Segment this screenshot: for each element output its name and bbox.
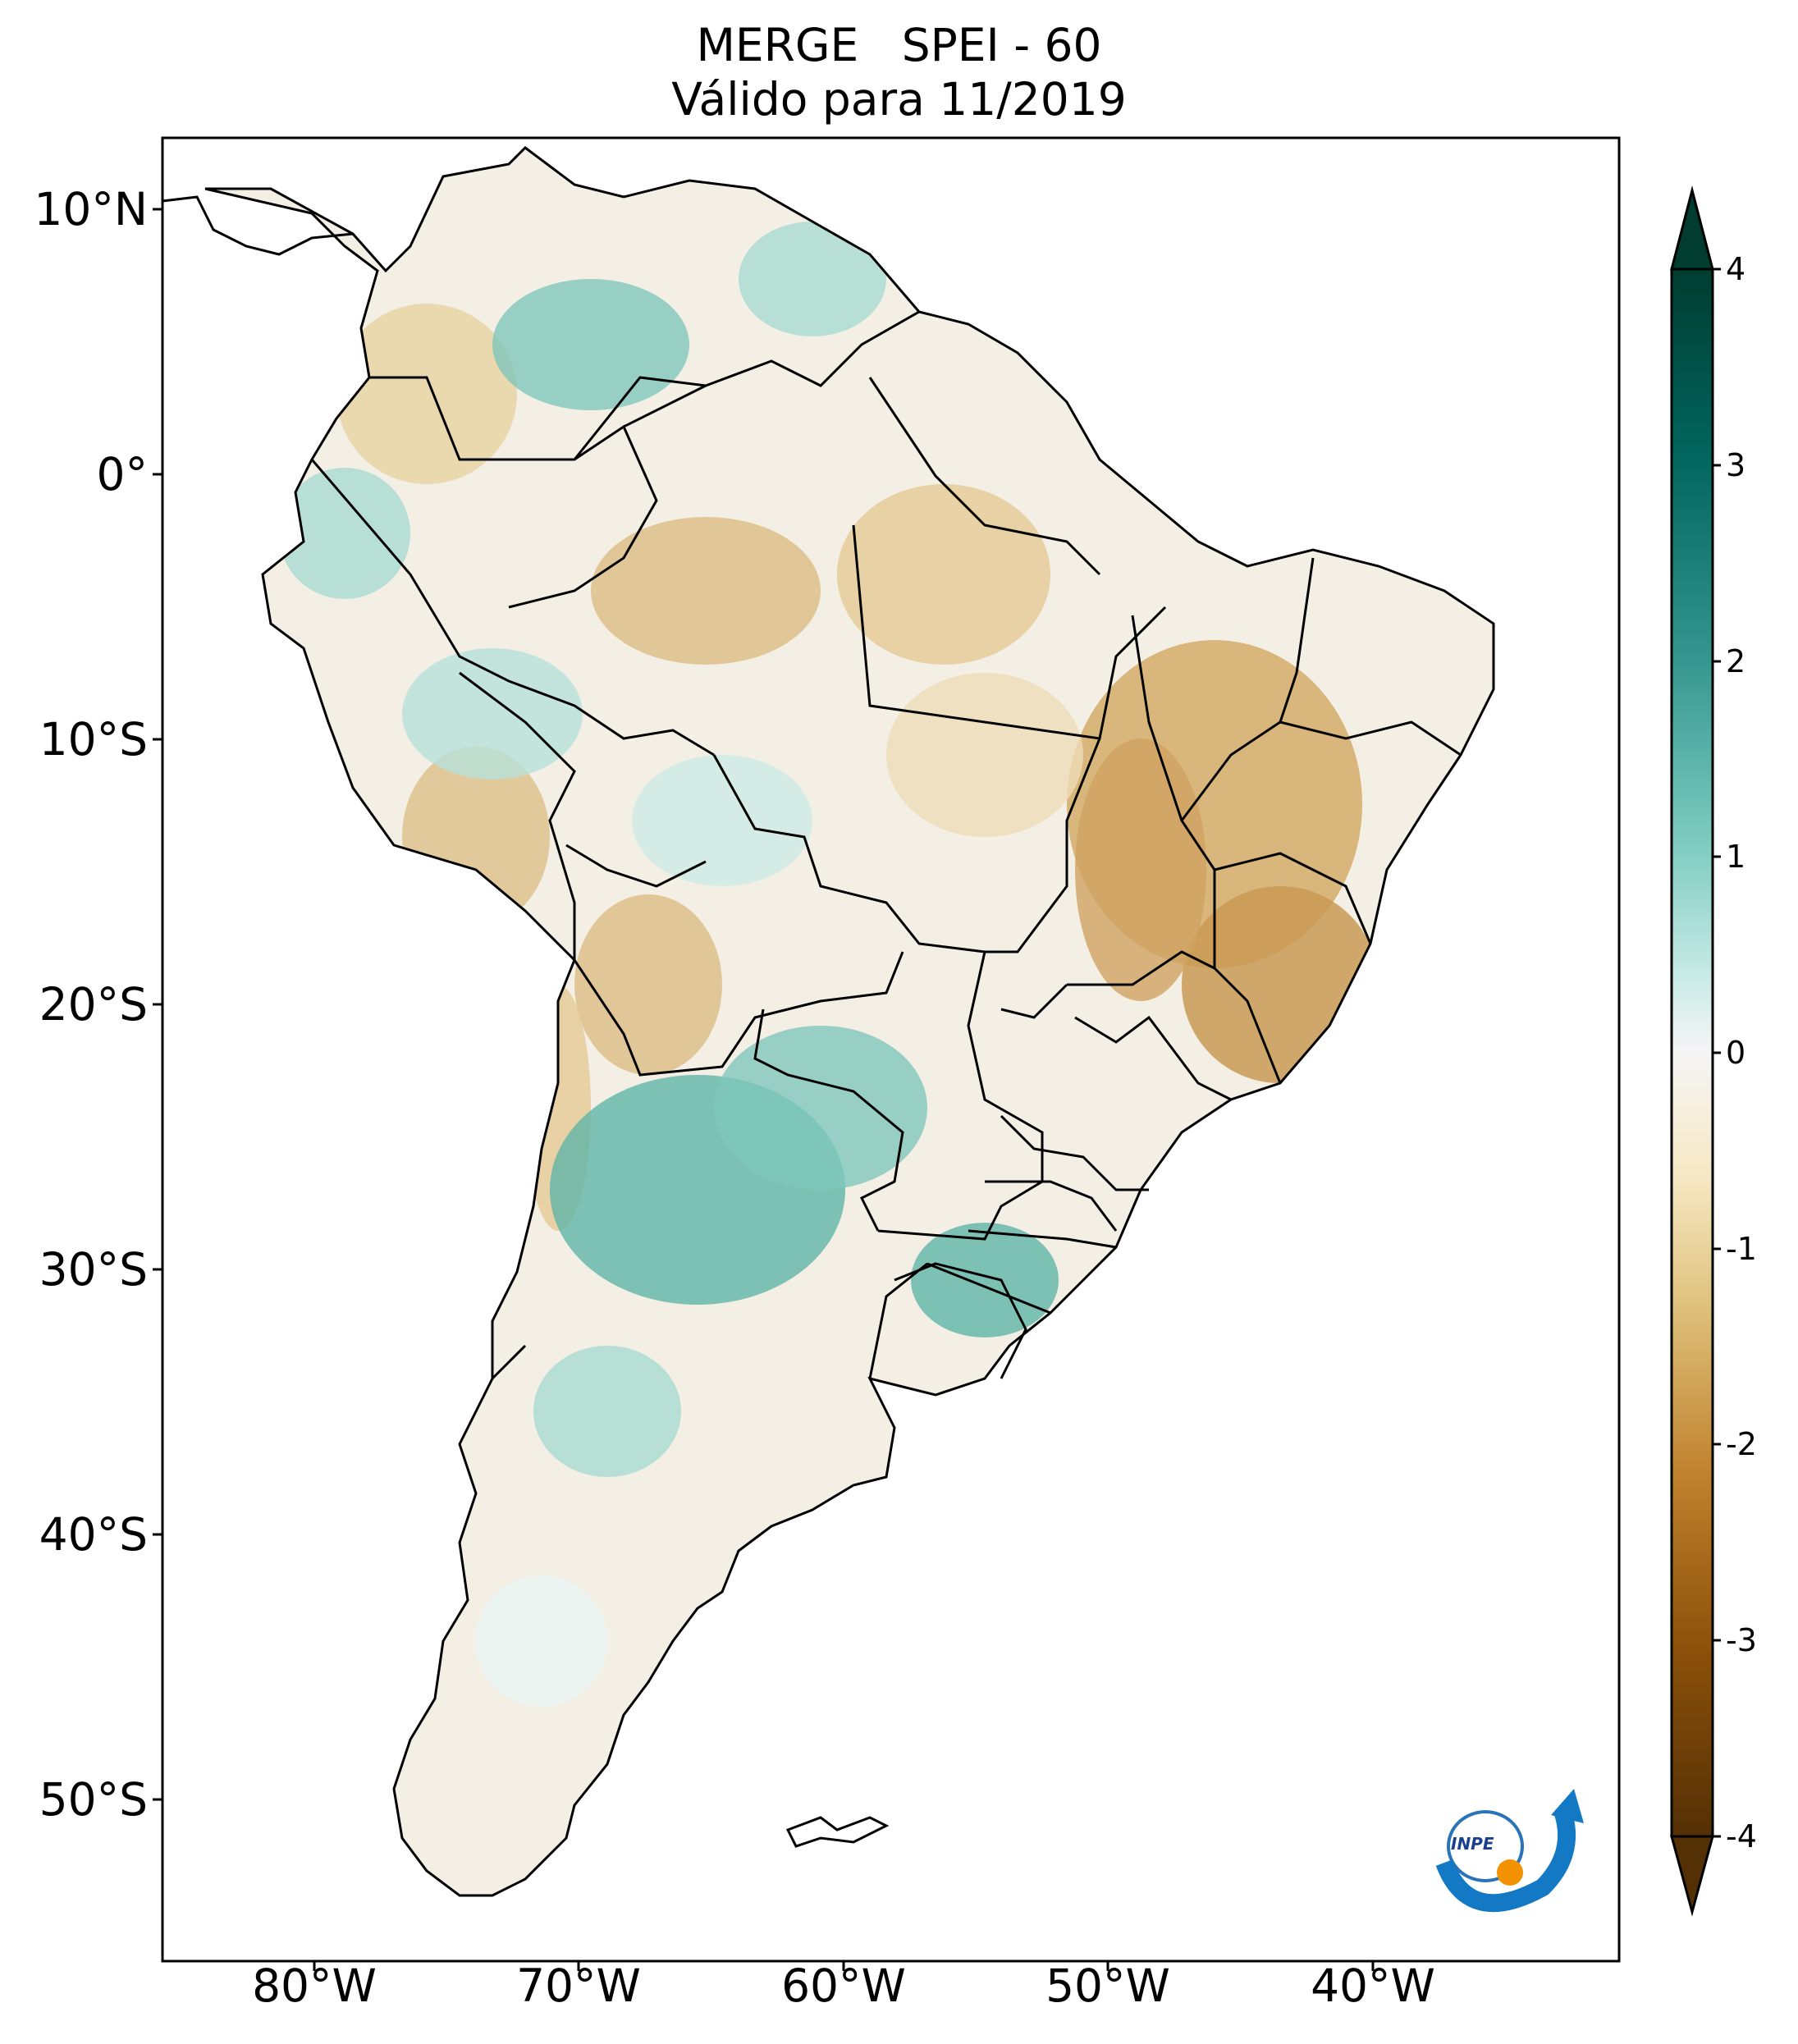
falklands-outline	[785, 1816, 890, 1848]
colorbar-label: 1	[1726, 839, 1746, 875]
x-tick-label: 80°W	[252, 1959, 377, 2012]
colorbar-label: 0	[1726, 1035, 1746, 1071]
x-tick-label: 50°W	[1045, 1959, 1170, 2012]
map-title: MERGE SPEI - 60	[696, 19, 1102, 71]
colorbar-bottom-triangle	[1670, 1835, 1714, 1917]
colorbar-label: -4	[1726, 1818, 1757, 1854]
colorbar-label: -2	[1726, 1426, 1757, 1462]
colorbar	[1670, 185, 1714, 1917]
colorbar-bar	[1670, 268, 1714, 1838]
colorbar-ticks	[1713, 268, 1721, 1838]
colorbar-label: -3	[1726, 1622, 1757, 1658]
y-tick-label: 0°	[96, 448, 149, 501]
colorbar-top-triangle	[1670, 185, 1714, 271]
y-tick-label: 10°S	[39, 713, 148, 766]
y-tick-label: 40°S	[39, 1508, 148, 1561]
x-tick-label: 40°W	[1311, 1959, 1435, 2012]
colorbar-label: 4	[1726, 251, 1746, 287]
y-tick-label: 30°S	[39, 1243, 148, 1296]
country-borders	[310, 310, 1462, 1380]
inpe-logo	[1435, 1789, 1584, 1913]
y-tick-label: 10°N	[34, 183, 148, 235]
inpe-logo-text: INPE	[1451, 1834, 1494, 1854]
continent-outline	[204, 146, 1495, 1897]
colorbar-label: 3	[1726, 447, 1746, 483]
y-tick-label: 20°S	[39, 978, 148, 1031]
x-tick-label: 70°W	[516, 1959, 641, 2012]
x-axis-ticks	[313, 1961, 1375, 1971]
y-axis-ticks	[153, 208, 162, 1801]
central-america-outline	[162, 195, 354, 256]
x-tick-label: 60°W	[781, 1959, 906, 2012]
colorbar-label: 2	[1726, 643, 1746, 679]
map-subtitle: Válido para 11/2019	[671, 73, 1127, 126]
colorbar-label: -1	[1726, 1231, 1757, 1267]
y-tick-label: 50°S	[39, 1773, 148, 1826]
